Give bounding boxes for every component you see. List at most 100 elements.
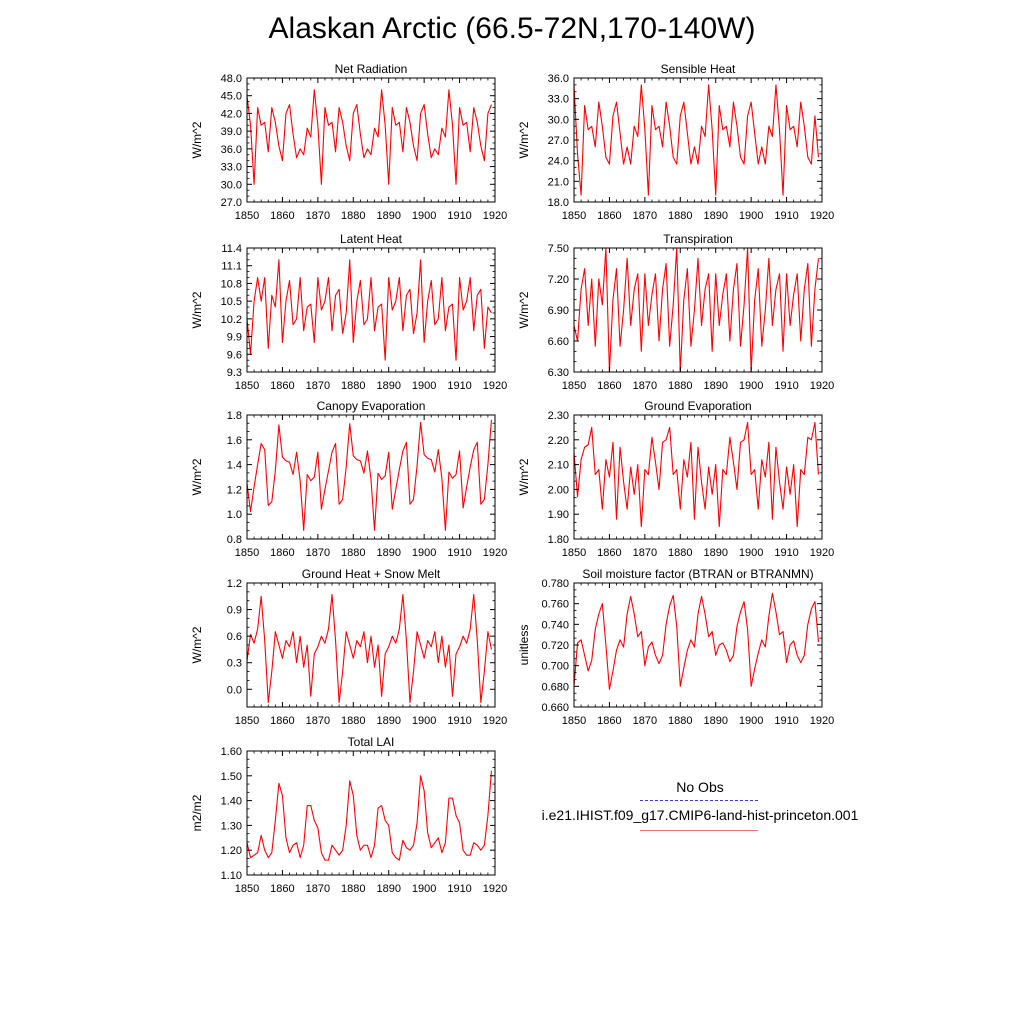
- y-tick-label: 10.2: [221, 314, 242, 326]
- series-line-1: [246, 770, 493, 861]
- y-tick-label: 1.30: [221, 820, 242, 832]
- series-line-1: [573, 247, 820, 373]
- y-tick-label: 2.30: [548, 410, 569, 422]
- x-tick-label: 1890: [703, 715, 727, 727]
- x-tick-label: 1910: [774, 210, 798, 222]
- y-tick-label: 21.0: [548, 176, 569, 188]
- y-tick-label: 6.30: [548, 367, 569, 379]
- chart-panel-6: 1850 1860 1870 1880 1890 1900 1910 1920 1.80 1.90…: [517, 399, 834, 559]
- y-tick-label: 1.90: [548, 509, 569, 521]
- y-tick-label: 2.00: [548, 484, 569, 496]
- y-tick-label: 1.20: [221, 845, 242, 857]
- y-axis-label: W/m^2: [190, 121, 204, 158]
- y-tick-label: 1.2: [227, 484, 242, 496]
- x-tick-label: 1920: [810, 210, 834, 222]
- plot-frame: [246, 414, 496, 540]
- x-tick-label: 1920: [810, 715, 834, 727]
- y-axis-label: W/m^2: [190, 626, 204, 663]
- y-tick-label: 1.2: [227, 578, 242, 590]
- y-axis-label: m2/m2: [190, 794, 204, 831]
- x-tick-label: 1880: [668, 715, 692, 727]
- plot-frame: [246, 750, 496, 876]
- x-tick-label: 1900: [739, 547, 763, 559]
- x-tick-label: 1870: [633, 547, 657, 559]
- y-tick-label: 0.780: [541, 578, 569, 590]
- y-axis-label: W/m^2: [190, 458, 204, 495]
- y-tick-label: 6.90: [548, 305, 569, 317]
- y-tick-label: 30.0: [548, 114, 569, 126]
- x-tick-label: 1880: [341, 715, 365, 727]
- chart-title: Net Radiation: [335, 62, 408, 76]
- plot-frame: [573, 414, 823, 540]
- y-tick-label: 1.8: [227, 410, 242, 422]
- chart-panel-1: 1850 1860 1870 1880 1890 1900 1910 1920 27.0 30.0…: [190, 62, 507, 222]
- x-tick-label: 1880: [668, 210, 692, 222]
- y-axis-label: W/m^2: [517, 458, 531, 495]
- x-tick-label: 1890: [703, 210, 727, 222]
- y-tick-label: 1.60: [221, 746, 242, 758]
- x-tick-label: 1870: [306, 210, 330, 222]
- x-tick-label: 1920: [483, 380, 507, 392]
- plot-frame: [246, 77, 496, 203]
- x-tick-label: 1870: [633, 715, 657, 727]
- x-tick-label: 1900: [412, 210, 436, 222]
- y-tick-label: 42.0: [221, 108, 242, 120]
- y-tick-label: 7.20: [548, 274, 569, 286]
- plot-frame: [246, 247, 496, 373]
- chart-title: Ground Evaporation: [644, 399, 751, 413]
- x-tick-label: 1920: [810, 547, 834, 559]
- series-line-1: [246, 593, 492, 704]
- y-tick-label: 10.8: [221, 278, 242, 290]
- x-tick-label: 1880: [341, 380, 365, 392]
- chart-title: Soil moisture factor (BTRAN or BTRANMN): [582, 567, 813, 581]
- y-tick-label: 11.4: [221, 243, 242, 255]
- chart-panel-3: 1850 1860 1870 1880 1890 1900 1910 1920 9.3 9.6 9.…: [190, 232, 507, 392]
- y-tick-label: 0.740: [541, 619, 569, 631]
- x-tick-label: 1860: [270, 380, 294, 392]
- x-tick-label: 1870: [633, 380, 657, 392]
- y-tick-label: 0.720: [541, 640, 569, 652]
- y-axis-label: W/m^2: [190, 291, 204, 328]
- y-tick-label: 1.4: [227, 460, 242, 472]
- x-tick-label: 1880: [668, 547, 692, 559]
- x-tick-label: 1910: [774, 715, 798, 727]
- chart-title: Latent Heat: [340, 232, 403, 246]
- y-tick-label: 0.6: [227, 631, 242, 643]
- page-title: Alaskan Arctic (66.5-72N,170-140W): [268, 12, 756, 45]
- x-tick-label: 1870: [306, 715, 330, 727]
- chart-title: Total LAI: [348, 735, 395, 749]
- series-line-1: [246, 259, 492, 361]
- y-tick-label: 0.660: [541, 702, 569, 714]
- x-tick-label: 1870: [306, 883, 330, 895]
- y-tick-label: 2.10: [548, 460, 569, 472]
- legend-obs-label: No Obs: [676, 779, 724, 795]
- x-tick-label: 1920: [810, 380, 834, 392]
- x-tick-label: 1860: [270, 715, 294, 727]
- y-tick-label: 36.0: [221, 144, 242, 156]
- y-tick-label: 48.0: [221, 73, 242, 85]
- legend-model-label: i.e21.IHIST.f09_g17.CMIP6-land-hist-prin…: [541, 807, 859, 823]
- x-tick-label: 1910: [447, 210, 471, 222]
- x-tick-label: 1880: [341, 547, 365, 559]
- y-tick-label: 0.760: [541, 599, 569, 611]
- chart-title: Transpiration: [663, 232, 733, 246]
- x-tick-label: 1910: [774, 380, 798, 392]
- chart-panel-5: 1850 1860 1870 1880 1890 1900 1910 1920 0.8 1.0 1.…: [190, 399, 507, 559]
- y-tick-label: 27.0: [221, 197, 242, 209]
- y-tick-label: 0.8: [227, 534, 242, 546]
- chart-panel-4: 1850 1860 1870 1880 1890 1900 1910 1920 6.30 6.60…: [517, 232, 834, 392]
- plot-frame: [246, 582, 496, 708]
- x-tick-label: 1920: [483, 547, 507, 559]
- y-tick-label: 39.0: [221, 126, 242, 138]
- y-tick-label: 33.0: [548, 94, 569, 106]
- y-tick-label: 27.0: [548, 135, 569, 147]
- chart-panel-7: 1850 1860 1870 1880 1890 1900 1910 1920 0.0 0.3 0.…: [190, 567, 507, 727]
- y-tick-label: 9.3: [227, 367, 242, 379]
- x-tick-label: 1900: [739, 210, 763, 222]
- chart-title: Ground Heat + Snow Melt: [302, 567, 441, 581]
- y-tick-label: 33.0: [221, 162, 242, 174]
- x-tick-label: 1890: [376, 715, 400, 727]
- series-line-1: [573, 592, 820, 690]
- x-tick-label: 1870: [306, 380, 330, 392]
- y-tick-label: 0.700: [541, 661, 569, 673]
